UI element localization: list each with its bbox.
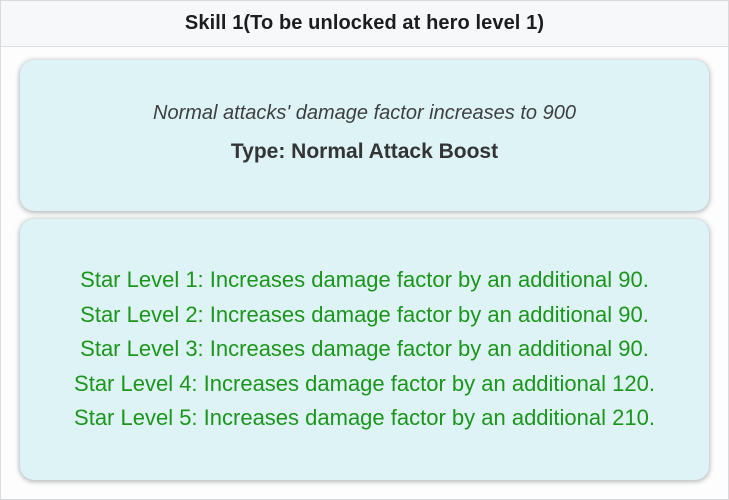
skill-description: Normal attacks' damage factor increases … [153,101,576,124]
skill-titlebar: Skill 1(To be unlocked at hero level 1) [1,1,728,47]
skill-content: Normal attacks' damage factor increases … [1,47,728,480]
star-level-2-line: Star Level 2: Increases damage factor by… [80,301,649,327]
star-level-3-line: Star Level 3: Increases damage factor by… [80,336,649,362]
skill-summary-card: Normal attacks' damage factor increases … [20,60,709,211]
star-level-1-line: Star Level 1: Increases damage factor by… [80,267,649,293]
star-levels-card: Star Level 1: Increases damage factor by… [20,219,709,480]
star-level-5-line: Star Level 5: Increases damage factor by… [74,405,655,431]
skill-type-label: Type: Normal Attack Boost [230,139,499,163]
star-level-4-line: Star Level 4: Increases damage factor by… [74,370,655,396]
skill-title: Skill 1(To be unlocked at hero level 1) [184,12,545,34]
